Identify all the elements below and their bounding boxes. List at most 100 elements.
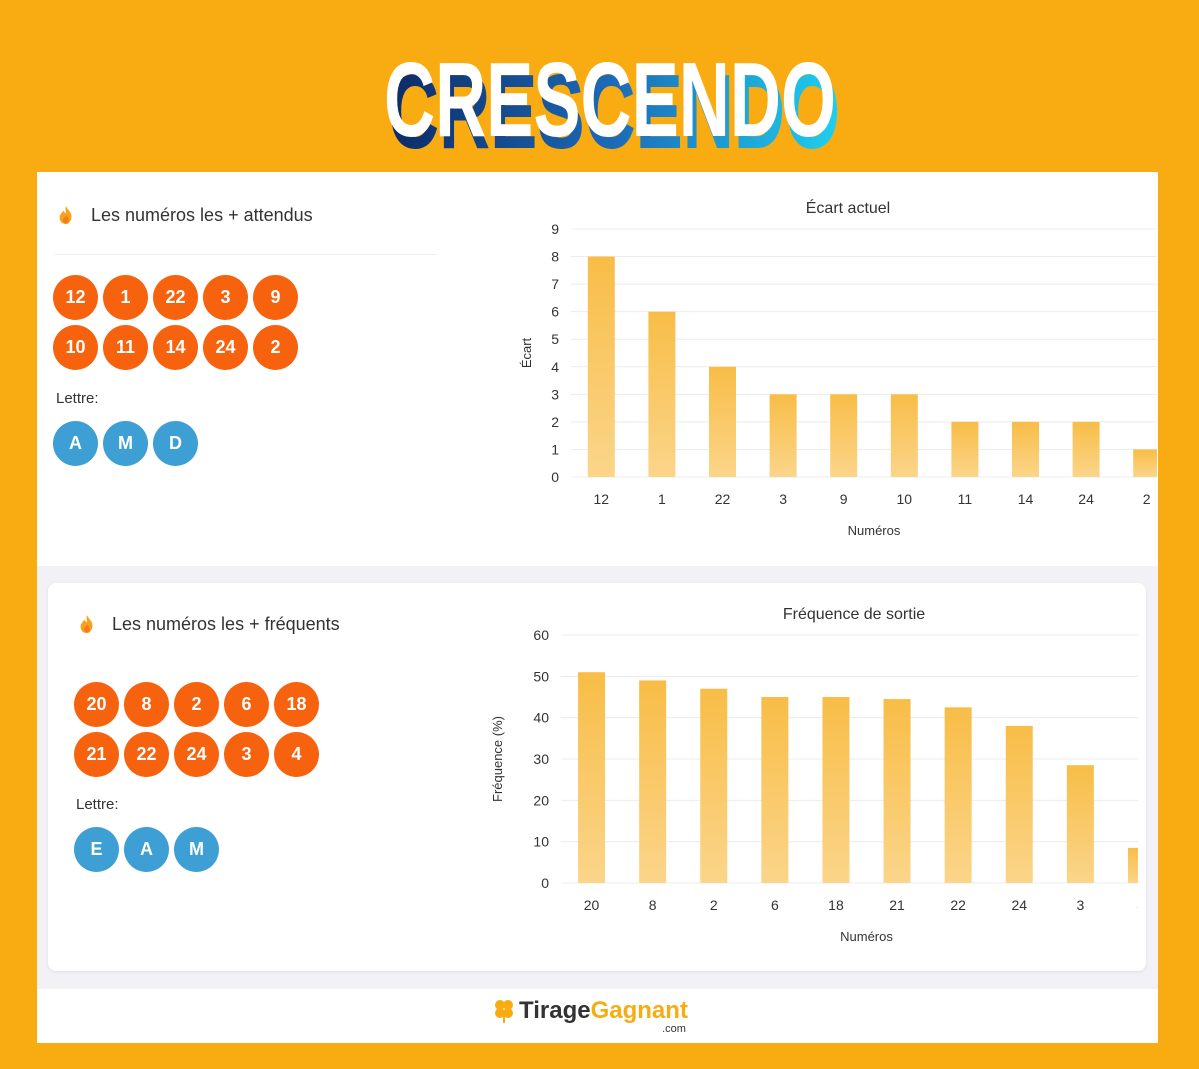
- bar: [883, 699, 911, 883]
- x-tick-label: 6: [771, 897, 779, 913]
- flame-icon: [80, 614, 93, 634]
- y-tick-label: 0: [541, 875, 549, 891]
- bar: [1072, 421, 1100, 477]
- x-tick-label: 24: [1078, 491, 1094, 507]
- chart-title: Écart actuel: [806, 198, 890, 217]
- x-tick-label: 21: [889, 897, 905, 913]
- x-tick-label: 2: [1143, 491, 1151, 507]
- number-ball: 8: [124, 682, 169, 727]
- y-tick-label: 60: [533, 627, 549, 643]
- x-tick-label: 2: [710, 897, 718, 913]
- x-tick-label: 10: [897, 491, 913, 507]
- x-tick-label: 8: [649, 897, 657, 913]
- y-tick-label: 10: [533, 834, 549, 850]
- number-ball: 14: [153, 325, 198, 370]
- card-most-awaited: Les numéros les + attendus 12 1 22 3 9 10 11 14…: [37, 172, 1158, 566]
- bar: [639, 680, 667, 883]
- y-tick-label: 4: [551, 359, 559, 375]
- x-tick-label: 18: [828, 897, 844, 913]
- y-tick-label: 2: [551, 414, 559, 430]
- chart-frequence-sortie: Fréquence de sortie 0 10 20 30 40 50 60 Fréquenc…: [490, 606, 1138, 944]
- number-balls: 20 8 2 6 18 21 22 24 3 4: [74, 682, 319, 777]
- x-axis-label: Numéros: [848, 523, 901, 538]
- bar: [951, 421, 979, 477]
- number-ball: 24: [174, 732, 219, 777]
- x-tick-label: 1: [658, 491, 666, 507]
- letter-ball: A: [53, 421, 98, 466]
- y-tick-label: 9: [551, 221, 559, 237]
- number-ball: 21: [74, 732, 119, 777]
- bar: [587, 256, 615, 477]
- clover-icon: [495, 1000, 513, 1023]
- divider: [55, 254, 437, 255]
- x-tick-label: 11: [958, 491, 973, 507]
- lettre-label: Lettre:: [76, 796, 119, 813]
- y-axis-label: Fréquence (%): [490, 716, 505, 802]
- footer: TirageGagnant .com: [37, 989, 1158, 1043]
- x-tick-label: 3: [779, 491, 787, 507]
- number-ball: 4: [274, 732, 319, 777]
- number-balls: 12 1 22 3 9 10 11 14 24 2: [53, 275, 298, 370]
- y-tick-label: 3: [551, 386, 559, 402]
- section-title-text: Les numéros les + attendus: [91, 204, 313, 225]
- footer-logo: TirageGagnant .com: [493, 997, 688, 1035]
- number-ball: 11: [103, 325, 148, 370]
- bar: [1066, 765, 1094, 883]
- bar: [761, 697, 789, 883]
- y-axis-label: Écart: [519, 337, 534, 368]
- y-tick-label: 8: [551, 249, 559, 265]
- bar: [830, 394, 858, 477]
- x-tick-label: 20: [584, 897, 600, 913]
- section-title: Les numéros les + fréquents: [76, 613, 340, 635]
- bar: [944, 707, 972, 883]
- number-ball: 3: [203, 275, 248, 320]
- bar: [1012, 421, 1039, 477]
- bar: [769, 394, 797, 477]
- x-tick-label: 24: [1011, 897, 1027, 913]
- y-tick-label: 30: [533, 751, 549, 767]
- number-ball: 20: [74, 682, 119, 727]
- footer-brand-b: Gagnant: [590, 997, 688, 1024]
- x-tick-label: 22: [950, 897, 966, 913]
- number-ball: 3: [224, 732, 269, 777]
- lettre-label: Lettre:: [56, 390, 99, 407]
- bar: [700, 688, 728, 883]
- letter-ball: E: [74, 827, 119, 872]
- x-tick-label: 12: [594, 491, 610, 507]
- svg-text:CRESCENDO: CRESCENDO: [384, 41, 836, 159]
- number-ball: 9: [253, 275, 298, 320]
- bar: [1133, 449, 1157, 477]
- number-ball: 22: [153, 275, 198, 320]
- card-most-frequent: Les numéros les + fréquents 20 8 2 6 18 21 22 2…: [48, 583, 1146, 971]
- bar: [890, 394, 918, 477]
- number-ball: 10: [53, 325, 98, 370]
- footer-domain: .com: [662, 1023, 686, 1035]
- x-axis-label: Numéros: [840, 929, 893, 944]
- bar: [1005, 725, 1033, 883]
- flame-icon: [59, 205, 72, 225]
- y-tick-label: 1: [551, 441, 559, 457]
- letter-ball: A: [124, 827, 169, 872]
- x-tick-label: 3: [1076, 897, 1084, 913]
- svg-text:CRESCENDO: CRESCENDO: [388, 53, 840, 166]
- y-tick-label: 0: [551, 469, 559, 485]
- number-ball: 18: [274, 682, 319, 727]
- letter-ball: M: [174, 827, 219, 872]
- x-tick-label: 9: [840, 491, 848, 507]
- chart-title: Fréquence de sortie: [783, 606, 925, 623]
- x-tick-label: 14: [1018, 491, 1034, 507]
- x-tick-label: 22: [715, 491, 731, 507]
- number-ball: 1: [103, 275, 148, 320]
- bar: [1127, 847, 1138, 883]
- letter-ball: D: [153, 421, 198, 466]
- bar: [822, 697, 850, 883]
- number-ball: 2: [253, 325, 298, 370]
- y-tick-label: 6: [551, 304, 559, 320]
- y-tick-label: 7: [551, 276, 559, 292]
- y-tick-label: 40: [533, 710, 549, 726]
- footer-brand-a: Tirage: [519, 997, 591, 1024]
- y-tick-label: 20: [533, 792, 549, 808]
